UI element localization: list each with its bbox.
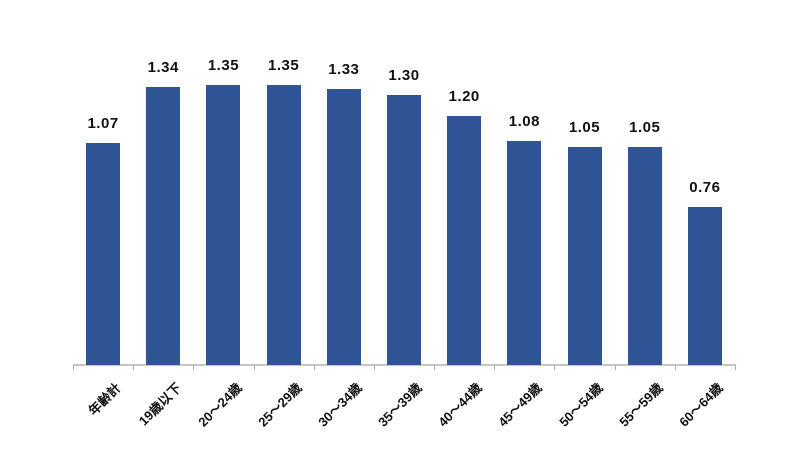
x-axis-tick (73, 365, 74, 370)
x-axis-label: 60～64歳 (676, 380, 726, 430)
bar (386, 95, 421, 365)
x-axis-tick (253, 365, 255, 370)
x-axis-label: 19歳以下 (135, 380, 185, 429)
bar (507, 141, 542, 365)
bar-value-label: 1.07 (87, 115, 119, 132)
x-axis-label: 50～54歳 (555, 380, 606, 430)
bar-value-label: 1.20 (448, 88, 480, 105)
bar-value-label: 1.35 (268, 57, 300, 74)
x-axis-tick (313, 365, 315, 370)
x-axis-label: 45～49歳 (495, 380, 546, 430)
x-axis-label: 30～34歳 (315, 380, 365, 430)
bar-value-label: 1.35 (207, 57, 240, 74)
bar (266, 85, 301, 365)
x-axis-tick (614, 365, 616, 370)
bar-value-label: 1.33 (328, 61, 360, 78)
bar-value-label: 1.30 (388, 67, 420, 84)
x-axis-label: 55～59歳 (616, 380, 666, 430)
bar (567, 147, 602, 365)
x-axis-tick (133, 365, 135, 370)
x-axis-tick (373, 365, 375, 370)
bar-value-label: 0.76 (689, 179, 721, 196)
x-axis-label: 35～39歳 (375, 380, 425, 430)
bar (627, 147, 662, 365)
bar (206, 85, 241, 365)
bar (146, 87, 181, 365)
bar (86, 143, 121, 365)
x-axis-tick (674, 365, 676, 370)
bar (447, 116, 482, 365)
bar-value-label: 1.05 (629, 119, 661, 136)
x-axis-label: 20～24歳 (194, 380, 245, 430)
x-axis-tick (193, 365, 195, 370)
x-axis-label: 年齢計 (85, 380, 124, 419)
x-axis-tick (734, 365, 736, 370)
x-axis-tick (434, 365, 436, 370)
x-axis-tick (494, 365, 496, 370)
x-axis-label: 40～44歳 (435, 380, 485, 430)
bar (687, 207, 722, 365)
bar-value-label: 1.08 (508, 113, 540, 130)
x-axis-label: 25～29歳 (254, 380, 305, 430)
bar-value-label: 1.34 (147, 59, 179, 76)
bar-value-label: 1.05 (568, 119, 601, 136)
x-axis-tick (554, 365, 556, 370)
bar (326, 89, 361, 365)
x-axis-line (73, 364, 736, 366)
